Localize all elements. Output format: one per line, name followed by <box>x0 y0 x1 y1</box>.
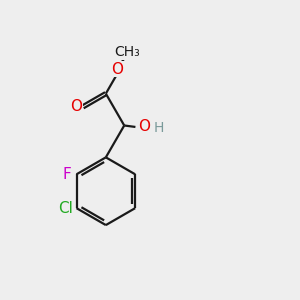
Text: CH₃: CH₃ <box>114 45 140 59</box>
Text: Cl: Cl <box>58 201 73 216</box>
Text: O: O <box>111 62 123 77</box>
Text: F: F <box>63 167 71 182</box>
Text: O: O <box>70 99 83 114</box>
Text: O: O <box>138 119 150 134</box>
Text: H: H <box>154 121 164 135</box>
